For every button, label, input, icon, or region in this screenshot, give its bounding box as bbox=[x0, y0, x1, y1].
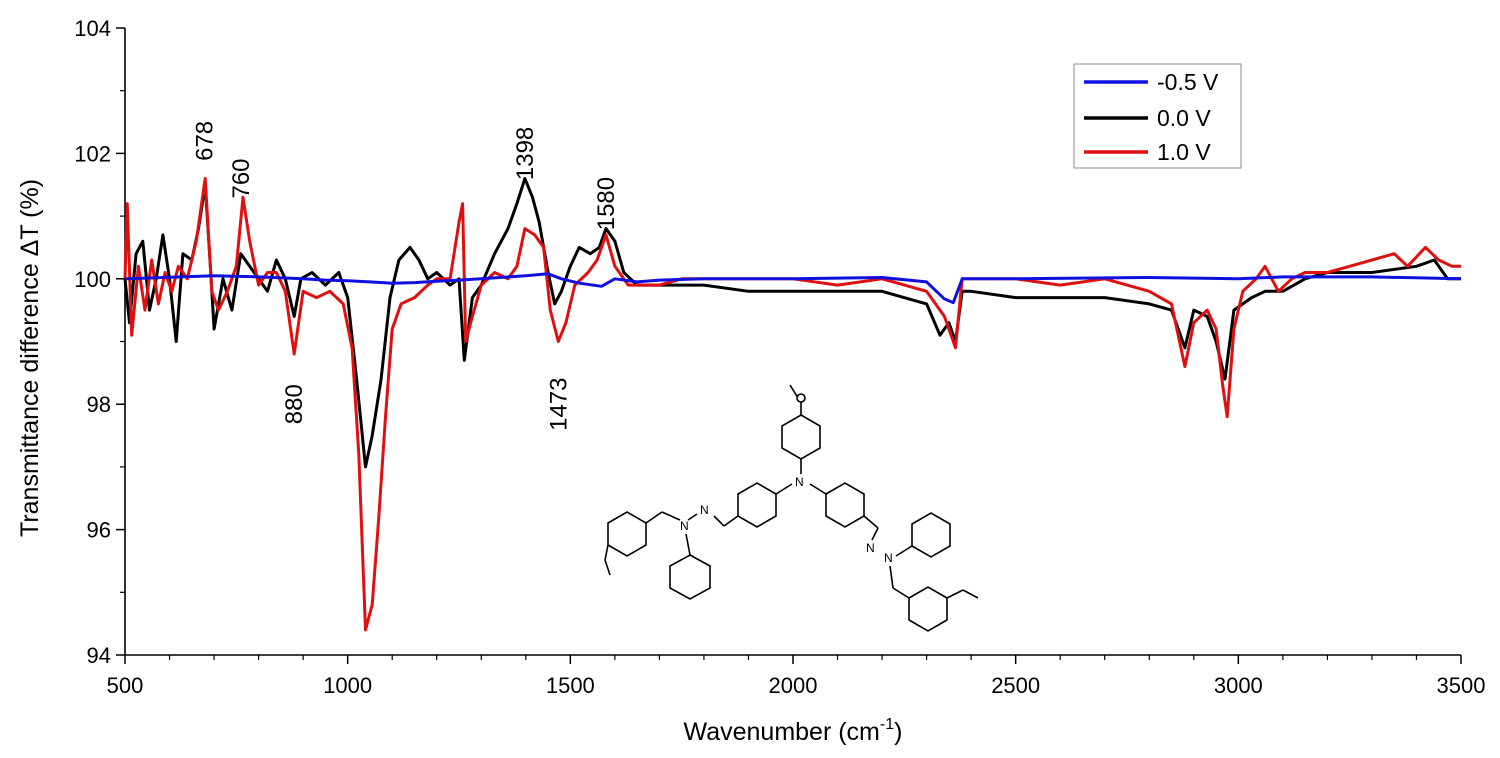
svg-text:N: N bbox=[866, 541, 875, 555]
y-tick-label: 98 bbox=[87, 392, 111, 417]
svg-text:N: N bbox=[700, 503, 709, 517]
x-tick-label: 2000 bbox=[769, 673, 818, 698]
peak-label-1398: 1398 bbox=[512, 127, 539, 180]
peak-label-1580: 1580 bbox=[593, 177, 620, 230]
legend-label-1v: 1.0 V bbox=[1157, 139, 1211, 165]
y-tick-label: 102 bbox=[74, 141, 111, 166]
x-tick-label: 3500 bbox=[1437, 673, 1486, 698]
peak-label-678: 678 bbox=[191, 121, 218, 161]
x-axis-title: Wavenumber (cm-1) bbox=[684, 716, 903, 746]
series-line-00v bbox=[123, 177, 1461, 469]
svg-text:N: N bbox=[884, 551, 893, 565]
svg-text:N: N bbox=[795, 475, 804, 489]
svg-text:N: N bbox=[680, 519, 689, 533]
x-tick-label: 1500 bbox=[546, 673, 595, 698]
x-tick-label: 3000 bbox=[1214, 673, 1263, 698]
x-tick-label: 1000 bbox=[323, 673, 372, 698]
series-line-05v bbox=[124, 272, 1462, 305]
peak-label-760: 760 bbox=[228, 158, 255, 198]
molecule-structure: N N N N N bbox=[604, 384, 979, 632]
x-tick-label: 2500 bbox=[991, 673, 1040, 698]
x-axis-title-sup: -1 bbox=[880, 716, 894, 733]
x-axis-title-close: ) bbox=[894, 718, 902, 746]
series-line-10v bbox=[123, 177, 1461, 632]
y-ticks: 94 96 98 100 102 104 bbox=[74, 16, 125, 668]
x-axis-title-main: Wavenumber (cm bbox=[684, 718, 880, 746]
x-ticks: 500 1000 1500 2000 2500 3000 3500 bbox=[107, 655, 1486, 698]
x-tick-label: 500 bbox=[107, 673, 144, 698]
legend: -0.5 V 0.0 V 1.0 V bbox=[1073, 63, 1242, 169]
peak-label-1473: 1473 bbox=[545, 378, 572, 431]
y-tick-label: 104 bbox=[74, 16, 111, 41]
legend-label-neg05v: -0.5 V bbox=[1157, 69, 1219, 95]
peak-annotations: 678 760 880 1398 1473 1580 bbox=[191, 121, 620, 431]
legend-label-0v: 0.0 V bbox=[1157, 105, 1211, 131]
y-axis-title: Transmittance difference ΔT (%) bbox=[16, 179, 44, 537]
y-tick-label: 94 bbox=[87, 643, 111, 668]
peak-label-880: 880 bbox=[281, 384, 308, 424]
y-tick-label: 100 bbox=[74, 267, 111, 292]
series-layer bbox=[123, 177, 1462, 632]
y-tick-label: 96 bbox=[87, 518, 111, 543]
